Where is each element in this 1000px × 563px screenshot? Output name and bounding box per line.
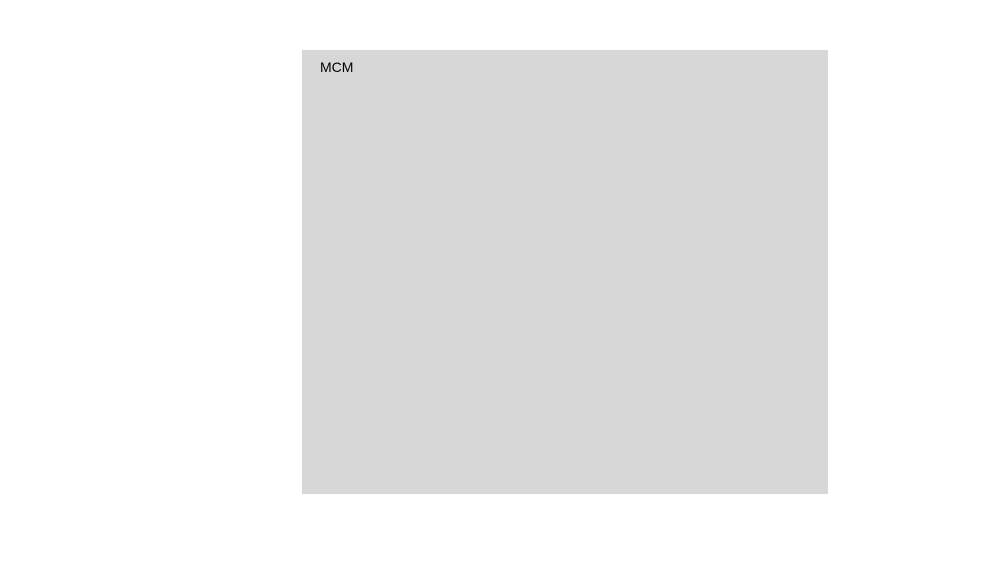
svg-text:MCM: MCM (320, 59, 353, 75)
